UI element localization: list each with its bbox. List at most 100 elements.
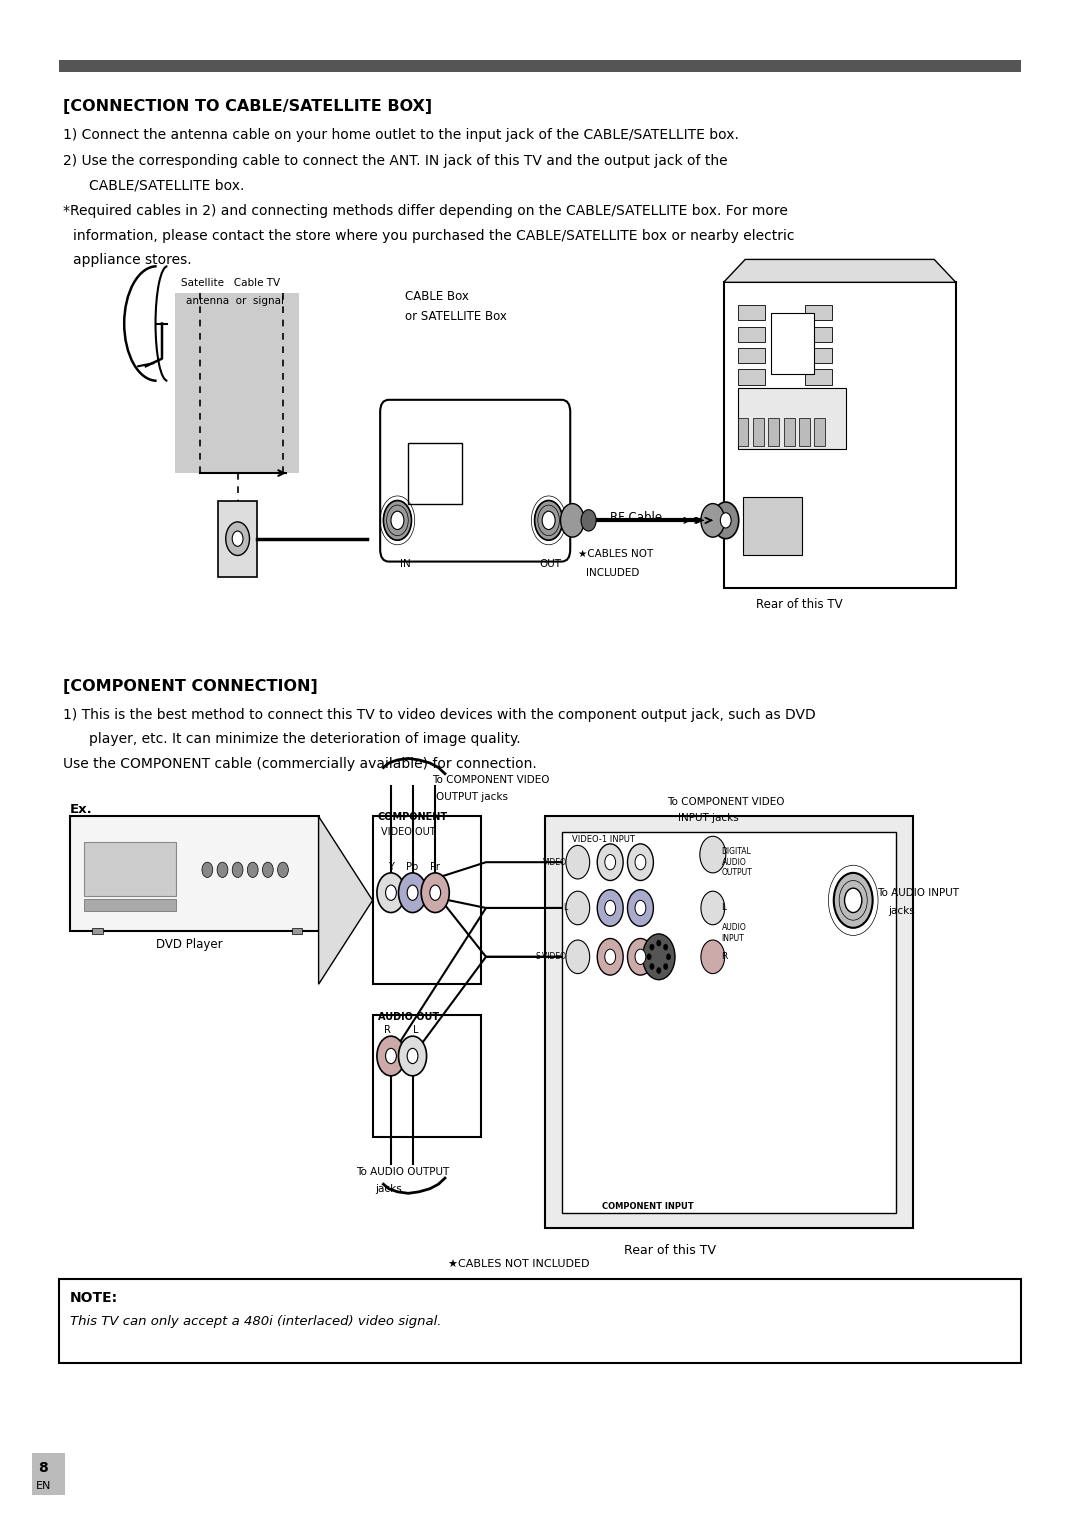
Text: antenna  or  signal: antenna or signal — [186, 296, 284, 307]
Circle shape — [720, 513, 731, 528]
Circle shape — [650, 945, 654, 951]
Circle shape — [232, 531, 243, 546]
Text: EN: EN — [36, 1482, 51, 1491]
Bar — [218, 501, 257, 577]
Text: COMPONENT INPUT: COMPONENT INPUT — [603, 1202, 693, 1212]
Bar — [738, 418, 748, 446]
Circle shape — [605, 900, 616, 916]
Text: AUDIO OUT: AUDIO OUT — [378, 1012, 440, 1022]
Circle shape — [650, 963, 654, 969]
Bar — [784, 418, 795, 446]
Text: appliance stores.: appliance stores. — [73, 253, 192, 267]
Circle shape — [700, 836, 726, 873]
Bar — [738, 327, 765, 342]
Circle shape — [566, 891, 590, 925]
Text: VIDEO: VIDEO — [543, 858, 567, 867]
Text: 8: 8 — [38, 1460, 49, 1476]
Text: player, etc. It can minimize the deterioration of image quality.: player, etc. It can minimize the deterio… — [89, 732, 521, 746]
Bar — [175, 293, 299, 473]
Bar — [92, 928, 103, 934]
Bar — [738, 388, 846, 449]
Circle shape — [635, 949, 646, 964]
Text: INPUT jacks: INPUT jacks — [678, 813, 739, 824]
Circle shape — [386, 1048, 396, 1064]
Bar — [32, 1453, 65, 1495]
Circle shape — [663, 963, 667, 969]
Circle shape — [635, 855, 646, 870]
Bar — [373, 1015, 481, 1137]
Bar — [814, 418, 825, 446]
Text: INPUT: INPUT — [721, 934, 744, 943]
Circle shape — [663, 945, 667, 951]
Text: NOTE:: NOTE: — [70, 1291, 119, 1305]
Bar — [805, 369, 832, 385]
Text: DIGITAL: DIGITAL — [721, 847, 752, 856]
Bar — [70, 816, 319, 931]
Text: *Required cables in 2) and connecting methods differ depending on the CABLE/SATE: *Required cables in 2) and connecting me… — [63, 204, 787, 218]
Circle shape — [657, 940, 661, 946]
Text: Rear of this TV: Rear of this TV — [624, 1244, 716, 1257]
Circle shape — [232, 862, 243, 877]
Circle shape — [566, 940, 590, 974]
Circle shape — [383, 501, 411, 540]
Text: L: L — [413, 1025, 418, 1036]
Circle shape — [377, 1036, 405, 1076]
Circle shape — [597, 890, 623, 926]
Polygon shape — [319, 816, 373, 984]
Bar — [805, 305, 832, 320]
Bar — [408, 443, 462, 504]
Bar — [84, 899, 176, 911]
Text: R: R — [384, 1025, 391, 1036]
Text: Ex.: Ex. — [70, 803, 93, 816]
Text: Y: Y — [388, 862, 394, 873]
Bar — [562, 832, 896, 1213]
Text: ★CABLES NOT: ★CABLES NOT — [578, 549, 653, 560]
Circle shape — [561, 504, 584, 537]
Circle shape — [701, 504, 725, 537]
Bar — [545, 816, 913, 1228]
Text: CABLE/SATELLITE box.: CABLE/SATELLITE box. — [89, 179, 244, 192]
Bar — [805, 327, 832, 342]
Text: Rear of this TV: Rear of this TV — [756, 598, 842, 612]
Circle shape — [834, 873, 873, 928]
Bar — [738, 369, 765, 385]
Text: To AUDIO OUTPUT: To AUDIO OUTPUT — [356, 1167, 449, 1178]
Circle shape — [701, 940, 725, 974]
Text: To COMPONENT VIDEO: To COMPONENT VIDEO — [432, 775, 550, 786]
Circle shape — [605, 855, 616, 870]
Circle shape — [627, 844, 653, 881]
Text: AUDIO: AUDIO — [721, 923, 746, 932]
Text: Pb: Pb — [406, 862, 419, 873]
Text: CABLE Box: CABLE Box — [405, 290, 469, 304]
Text: AUDIO: AUDIO — [721, 858, 746, 867]
Circle shape — [647, 954, 651, 960]
Text: L: L — [563, 903, 567, 913]
Text: OUTPUT jacks: OUTPUT jacks — [436, 792, 509, 803]
Bar — [753, 418, 764, 446]
Circle shape — [597, 844, 623, 881]
Circle shape — [845, 888, 862, 913]
Circle shape — [202, 862, 213, 877]
Text: VIDEO OUT: VIDEO OUT — [381, 827, 436, 838]
Bar — [84, 842, 176, 896]
Circle shape — [666, 954, 671, 960]
Circle shape — [635, 900, 646, 916]
Text: [COMPONENT CONNECTION]: [COMPONENT CONNECTION] — [63, 679, 318, 694]
Text: [CONNECTION TO CABLE/SATELLITE BOX]: [CONNECTION TO CABLE/SATELLITE BOX] — [63, 99, 432, 114]
Bar — [771, 313, 814, 374]
Circle shape — [657, 967, 661, 974]
Bar — [799, 418, 810, 446]
Bar — [738, 305, 765, 320]
Circle shape — [542, 511, 555, 530]
Circle shape — [407, 885, 418, 900]
Circle shape — [377, 873, 405, 913]
Circle shape — [278, 862, 288, 877]
Text: 1) Connect the antenna cable on your home outlet to the input jack of the CABLE/: 1) Connect the antenna cable on your hom… — [63, 128, 739, 142]
Circle shape — [430, 885, 441, 900]
Text: RF Cable: RF Cable — [610, 511, 662, 525]
Circle shape — [581, 510, 596, 531]
Text: IN: IN — [400, 559, 410, 569]
Text: jacks: jacks — [888, 906, 915, 917]
Text: COMPONENT: COMPONENT — [378, 812, 448, 823]
Circle shape — [217, 862, 228, 877]
